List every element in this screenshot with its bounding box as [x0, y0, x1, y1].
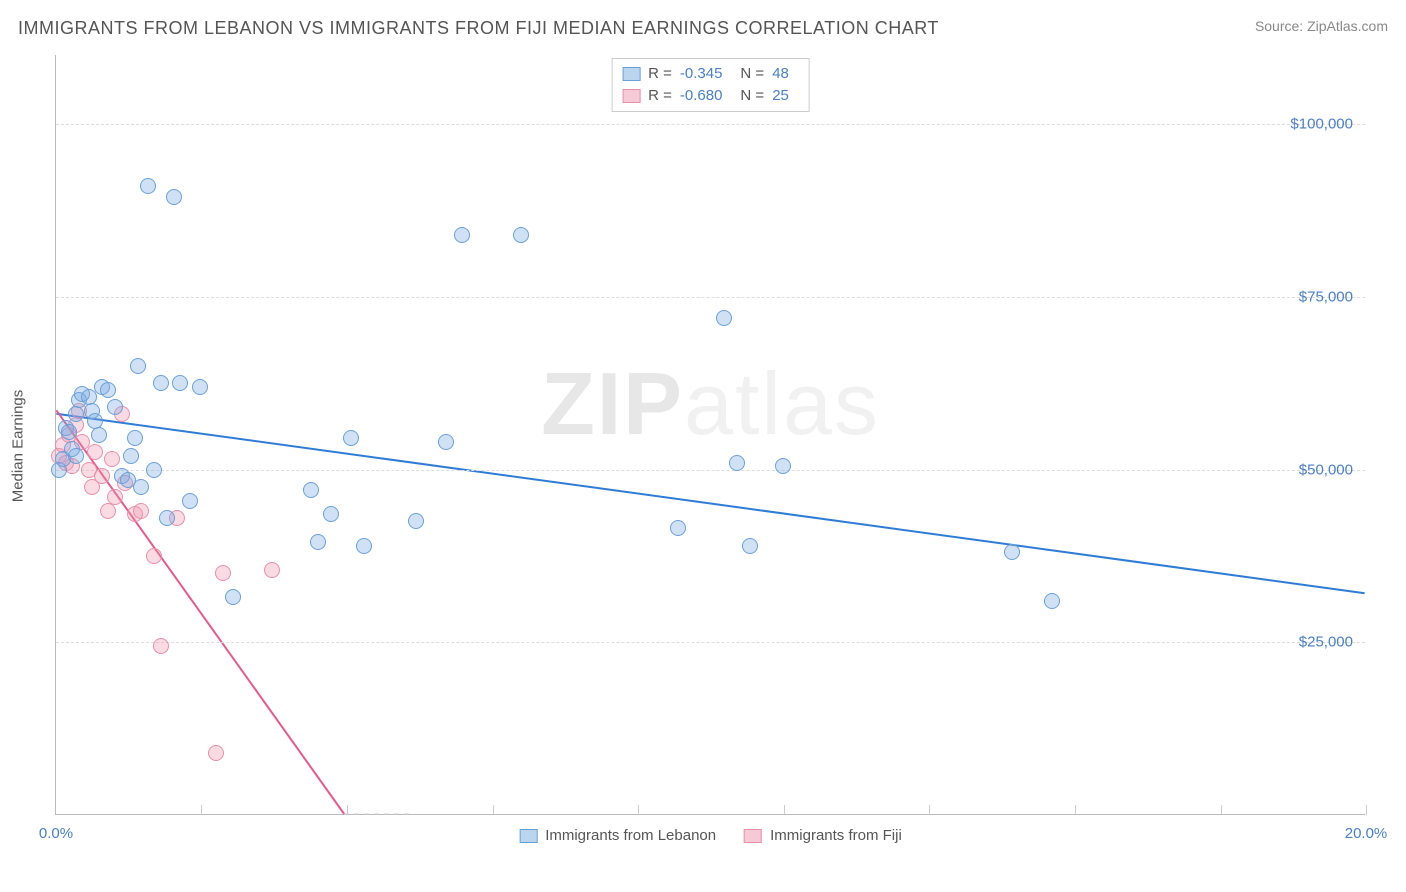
scatter-point — [215, 565, 231, 581]
chart-title: IMMIGRANTS FROM LEBANON VS IMMIGRANTS FR… — [18, 18, 939, 39]
gridline-vertical — [1366, 805, 1367, 815]
scatter-point — [303, 482, 319, 498]
scatter-point — [130, 358, 146, 374]
stat-label: N = — [740, 85, 764, 107]
scatter-point — [100, 503, 116, 519]
gridline-vertical — [1221, 805, 1222, 815]
scatter-point — [192, 379, 208, 395]
scatter-point — [68, 448, 84, 464]
scatter-point — [356, 538, 372, 554]
scatter-point — [123, 448, 139, 464]
x-tick-label: 20.0% — [1345, 825, 1388, 842]
scatter-point — [513, 227, 529, 243]
y-axis-label: Median Earnings — [10, 390, 27, 503]
gridline-vertical — [1075, 805, 1076, 815]
gridline-vertical — [493, 805, 494, 815]
scatter-point — [264, 562, 280, 578]
scatter-point — [100, 382, 116, 398]
scatter-point — [146, 462, 162, 478]
y-tick-label: $25,000 — [1299, 634, 1353, 651]
gridline-horizontal — [56, 124, 1365, 125]
scatter-point — [153, 375, 169, 391]
scatter-point — [159, 510, 175, 526]
legend-series: Immigrants from Lebanon Immigrants from F… — [519, 827, 902, 844]
legend-swatch — [519, 829, 537, 843]
gridline-horizontal — [56, 297, 1365, 298]
scatter-point — [104, 451, 120, 467]
scatter-point — [133, 479, 149, 495]
scatter-point — [182, 493, 198, 509]
stat-label: N = — [740, 63, 764, 85]
gridline-vertical — [347, 805, 348, 815]
legend-series-item: Immigrants from Lebanon — [519, 827, 716, 844]
scatter-point — [208, 745, 224, 761]
scatter-point — [438, 434, 454, 450]
scatter-point — [172, 375, 188, 391]
scatter-point — [140, 178, 156, 194]
stat-value-n: 48 — [772, 63, 789, 85]
scatter-point — [225, 589, 241, 605]
header: IMMIGRANTS FROM LEBANON VS IMMIGRANTS FR… — [18, 18, 1388, 39]
legend-swatch — [622, 67, 640, 81]
gridline-vertical — [929, 805, 930, 815]
scatter-point — [133, 503, 149, 519]
legend-correlation: R = -0.345 N = 48 R = -0.680 N = 25 — [611, 58, 810, 112]
stat-value-n: 25 — [772, 85, 789, 107]
legend-stat-row: R = -0.345 N = 48 — [622, 63, 799, 85]
y-tick-label: $75,000 — [1299, 288, 1353, 305]
stat-value-r: -0.680 — [680, 85, 723, 107]
scatter-point — [68, 406, 84, 422]
scatter-point — [408, 513, 424, 529]
scatter-point — [670, 520, 686, 536]
legend-series-label: Immigrants from Fiji — [770, 827, 902, 844]
legend-series-item: Immigrants from Fiji — [744, 827, 902, 844]
scatter-point — [454, 227, 470, 243]
scatter-point — [742, 538, 758, 554]
stat-label: R = — [648, 85, 672, 107]
gridline-vertical — [784, 805, 785, 815]
scatter-point — [1044, 593, 1060, 609]
scatter-point — [61, 424, 77, 440]
scatter-point — [153, 638, 169, 654]
y-tick-label: $100,000 — [1290, 116, 1353, 133]
scatter-point — [127, 430, 143, 446]
scatter-point — [716, 310, 732, 326]
legend-series-label: Immigrants from Lebanon — [545, 827, 716, 844]
y-tick-label: $50,000 — [1299, 461, 1353, 478]
scatter-point — [343, 430, 359, 446]
stat-label: R = — [648, 63, 672, 85]
x-tick-label: 0.0% — [39, 825, 73, 842]
gridline-vertical — [201, 805, 202, 815]
trend-lines — [56, 55, 1365, 814]
gridline-horizontal — [56, 642, 1365, 643]
scatter-point — [1004, 544, 1020, 560]
scatter-point — [323, 506, 339, 522]
scatter-point — [107, 489, 123, 505]
stat-value-r: -0.345 — [680, 63, 723, 85]
scatter-point — [146, 548, 162, 564]
scatter-point — [94, 468, 110, 484]
plot-area: ZIPatlas R = -0.345 N = 48 R = -0.680 N = 2… — [55, 55, 1365, 815]
scatter-point — [310, 534, 326, 550]
legend-swatch — [622, 89, 640, 103]
scatter-point — [729, 455, 745, 471]
watermark: ZIPatlas — [541, 353, 880, 455]
scatter-point — [775, 458, 791, 474]
scatter-point — [107, 399, 123, 415]
scatter-point — [87, 444, 103, 460]
gridline-vertical — [638, 805, 639, 815]
scatter-point — [91, 427, 107, 443]
scatter-point — [166, 189, 182, 205]
legend-swatch — [744, 829, 762, 843]
legend-stat-row: R = -0.680 N = 25 — [622, 85, 799, 107]
gridline-horizontal — [56, 470, 1365, 471]
source-label: Source: ZipAtlas.com — [1255, 18, 1388, 34]
